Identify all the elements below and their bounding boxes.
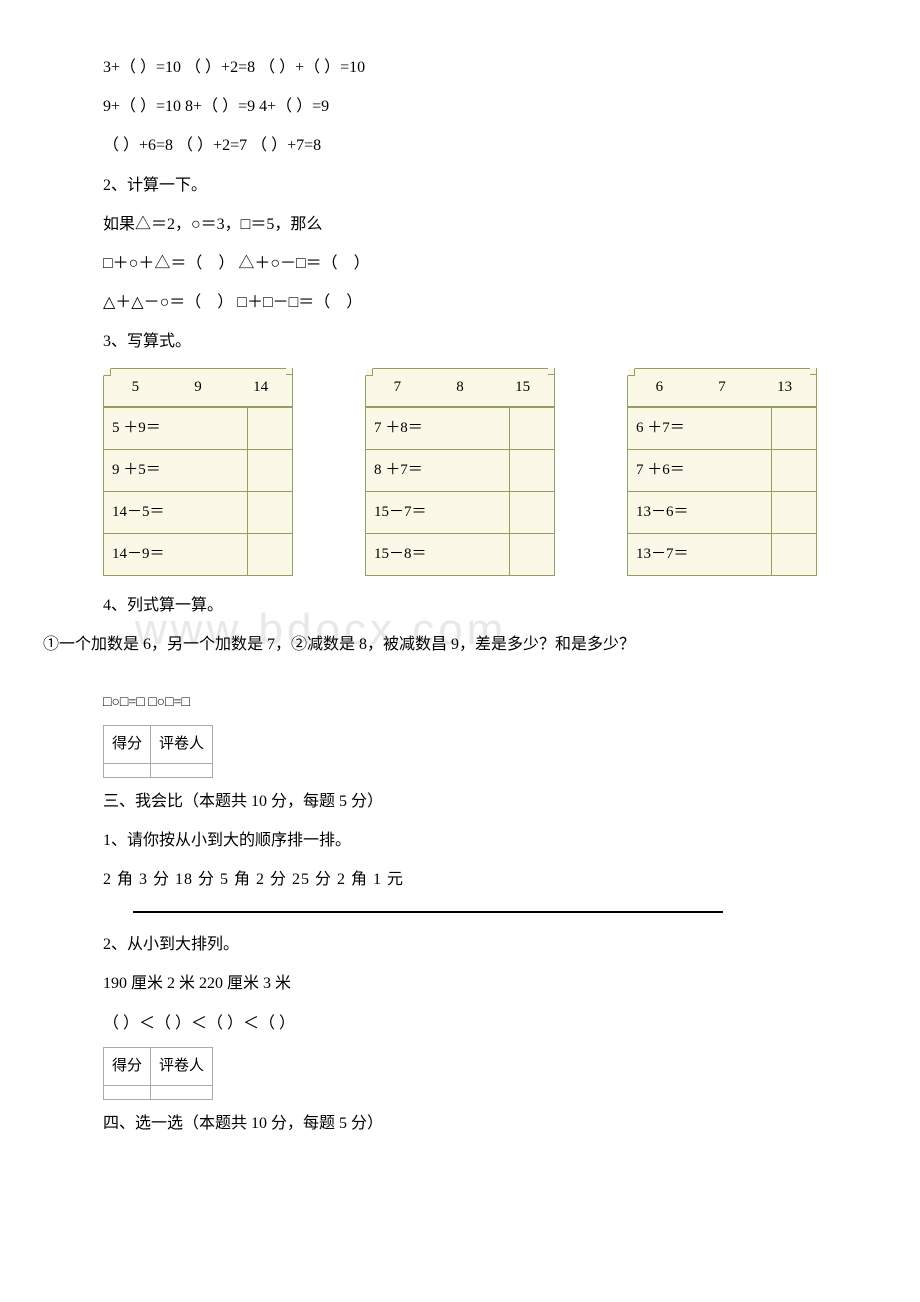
calc-expression: 5 ＋9＝ [104,408,247,449]
calc-expression: 6 ＋7＝ [628,408,771,449]
calc-expression: 13－6＝ [628,492,771,533]
calc-answer-box [509,534,554,575]
section3-title: 3、写算式。 [75,324,845,359]
calc-table-header: 7815 [366,369,554,407]
calc-row: 13－7＝ [628,533,816,575]
calc-row: 13－6＝ [628,491,816,533]
equation-line-3: （ ）+6=8 （ ）+2=7 （ ）+7=8 [75,128,845,163]
part3-q1: 1、请你按从小到大的顺序排一排。 [75,823,845,858]
section4-title: 4、列式算一算。 [75,588,845,623]
calc-header-cell: 7 [691,369,754,406]
grader-label: 评卷人 [151,725,213,763]
calc-table-header: 5914 [104,369,292,407]
calc-table-3: 67136 ＋7＝7 ＋6＝13－6＝13－7＝ [627,368,817,576]
calc-table-2: 78157 ＋8＝8 ＋7＝15－7＝15－8＝ [365,368,555,576]
calc-answer-box [771,534,816,575]
calc-expression: 15－8＝ [366,534,509,575]
calc-row: 7 ＋8＝ [366,407,554,449]
calc-answer-box [247,534,292,575]
calc-table-1: 59145 ＋9＝9 ＋5＝14－5＝14－9＝ [103,368,293,576]
divider-line [133,911,723,913]
part3-q2-answer: （ ）＜（ ）＜（ ）＜（ ） [75,1006,845,1041]
calc-answer-box [247,408,292,449]
calc-answer-box [771,492,816,533]
part3-q2: 2、从小到大排列。 [75,927,845,962]
calc-expression: 9 ＋5＝ [104,450,247,491]
calc-answer-box [771,408,816,449]
calc-expression: 7 ＋8＝ [366,408,509,449]
part3-title: 三、我会比（本题共 10 分，每题 5 分） [75,784,845,819]
calc-expression: 14－9＝ [104,534,247,575]
calc-expression: 15－7＝ [366,492,509,533]
part3-q2-data: 190 厘米 2 米 220 厘米 3 米 [75,966,845,1001]
part3-q1-data: 2 角 3 分 18 分 5 角 2 分 25 分 2 角 1 元 [75,862,845,897]
calc-header-cell: 14 [229,369,292,406]
calc-row: 14－9＝ [104,533,292,575]
section2-expr-2: △＋△－○＝（ ） □＋□－□＝（ ） [75,285,845,320]
calc-row: 15－8＝ [366,533,554,575]
calc-row: 6 ＋7＝ [628,407,816,449]
calc-expression: 8 ＋7＝ [366,450,509,491]
section4-answer-forms: □○□=□ □○□=□ [75,688,845,719]
calc-table-header: 6713 [628,369,816,407]
calc-row: 9 ＋5＝ [104,449,292,491]
calc-row: 7 ＋6＝ [628,449,816,491]
equation-line-1: 3+（ ）=10 （ ）+2=8 （ ）+（ ）=10 [75,50,845,85]
section4-question: ①一个加数是 6，另一个加数是 7，②减数是 8，被减数昌 9，差是多少？和是多… [15,627,845,662]
calc-header-cell: 8 [429,369,492,406]
section2-expr-1: □＋○＋△＝（ ） △＋○－□＝（ ） [75,246,845,281]
calc-answer-box [247,492,292,533]
calc-header-cell: 15 [491,369,554,406]
calc-answer-box [509,492,554,533]
calc-tables-row: 59145 ＋9＝9 ＋5＝14－5＝14－9＝78157 ＋8＝8 ＋7＝15… [75,368,845,576]
calc-header-cell: 7 [366,369,429,406]
calc-row: 5 ＋9＝ [104,407,292,449]
grader-label: 评卷人 [151,1047,213,1085]
equation-line-2: 9+（ ）=10 8+（ ）=9 4+（ ）=9 [75,89,845,124]
calc-row: 15－7＝ [366,491,554,533]
score-table-2: 得分评卷人 [103,1047,213,1100]
calc-header-cell: 5 [104,369,167,406]
calc-row: 8 ＋7＝ [366,449,554,491]
calc-header-cell: 13 [753,369,816,406]
calc-expression: 13－7＝ [628,534,771,575]
calc-answer-box [771,450,816,491]
score-label: 得分 [104,725,151,763]
score-table-1: 得分评卷人 [103,725,213,778]
calc-expression: 7 ＋6＝ [628,450,771,491]
section2-condition: 如果△＝2，○＝3，□＝5，那么 [75,207,845,242]
calc-header-cell: 6 [628,369,691,406]
section2-title: 2、计算一下。 [75,168,845,203]
score-label: 得分 [104,1047,151,1085]
calc-answer-box [509,450,554,491]
calc-header-cell: 9 [167,369,230,406]
calc-expression: 14－5＝ [104,492,247,533]
calc-answer-box [247,450,292,491]
calc-row: 14－5＝ [104,491,292,533]
calc-answer-box [509,408,554,449]
part4-title: 四、选一选（本题共 10 分，每题 5 分） [75,1106,845,1141]
